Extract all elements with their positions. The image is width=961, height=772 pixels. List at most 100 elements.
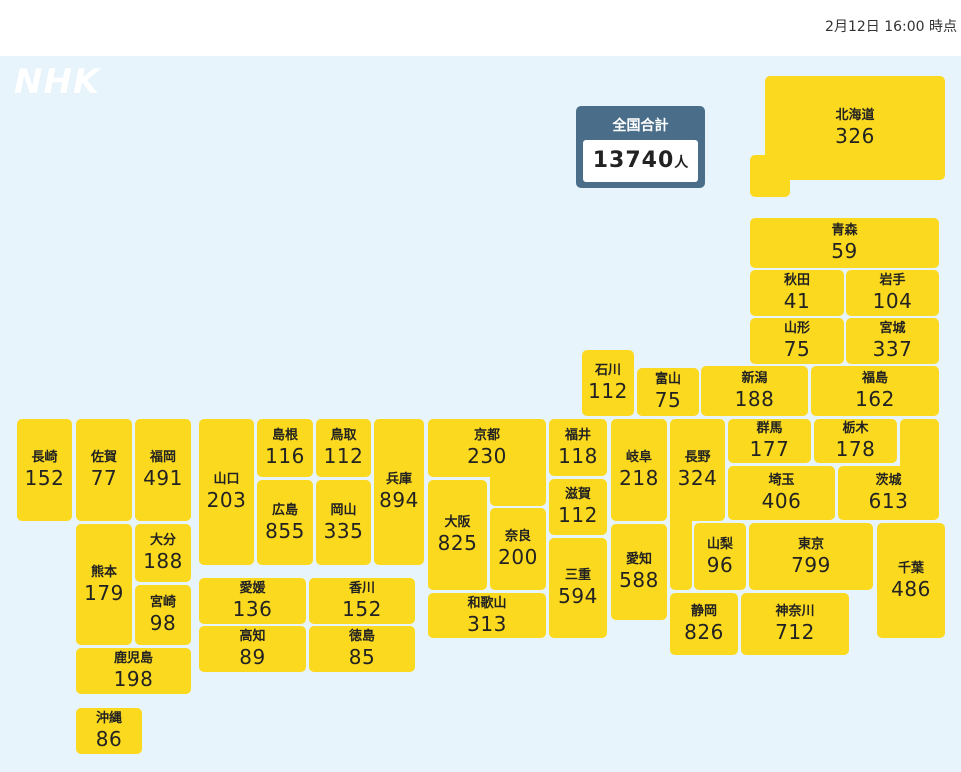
pref-hiroshima[interactable]: 広島 855 bbox=[257, 480, 313, 565]
pref-value: 75 bbox=[654, 388, 682, 412]
pref-saga[interactable]: 佐賀 77 bbox=[76, 419, 132, 521]
pref-value: 825 bbox=[437, 531, 478, 555]
pref-hokkaido[interactable]: 北海道 326 bbox=[765, 76, 945, 180]
pref-chiba[interactable]: 千葉 486 bbox=[877, 523, 945, 638]
pref-fukuoka[interactable]: 福岡 491 bbox=[135, 419, 191, 521]
pref-yamagata[interactable]: 山形 75 bbox=[750, 318, 844, 364]
pref-ibaraki[interactable]: 茨城 613 bbox=[838, 466, 939, 520]
pref-name: 三重 bbox=[564, 568, 591, 583]
pref-name: 滋賀 bbox=[564, 487, 591, 502]
update-timestamp: 2月12日 16:00 時点 bbox=[825, 19, 957, 35]
pref-value: 116 bbox=[265, 444, 305, 468]
pref-value: 77 bbox=[90, 466, 118, 490]
pref-gifu[interactable]: 岐阜 218 bbox=[611, 419, 667, 521]
pref-tokushima[interactable]: 徳島 85 bbox=[309, 626, 415, 672]
pref-okayama[interactable]: 岡山 335 bbox=[316, 480, 371, 565]
pref-gunma[interactable]: 群馬 177 bbox=[728, 419, 811, 463]
pref-mie[interactable]: 三重 594 bbox=[549, 538, 607, 638]
pref-name: 熊本 bbox=[90, 564, 117, 580]
pref-name: 徳島 bbox=[348, 629, 375, 644]
pref-value: 177 bbox=[749, 437, 790, 461]
pref-value: 136 bbox=[232, 597, 273, 621]
pref-name: 兵庫 bbox=[385, 472, 412, 487]
pref-name: 福井 bbox=[564, 427, 591, 443]
pref-akita[interactable]: 秋田 41 bbox=[750, 270, 844, 316]
pref-value: 188 bbox=[734, 387, 775, 411]
pref-fukushima[interactable]: 福島 162 bbox=[811, 366, 939, 416]
pref-value: 112 bbox=[558, 503, 598, 527]
pref-aomori[interactable]: 青森 59 bbox=[750, 218, 939, 268]
pref-fukui[interactable]: 福井 118 bbox=[549, 419, 607, 476]
pref-value: 203 bbox=[206, 488, 247, 512]
pref-nagasaki[interactable]: 長崎 152 bbox=[17, 419, 72, 521]
pref-value: 712 bbox=[775, 620, 815, 644]
pref-shimane[interactable]: 島根 116 bbox=[257, 419, 313, 477]
pref-name: 奈良 bbox=[504, 529, 531, 544]
pref-hyogo[interactable]: 兵庫 894 bbox=[374, 419, 424, 565]
pref-name: 東京 bbox=[797, 536, 824, 552]
pref-osaka[interactable]: 大阪 825 bbox=[428, 480, 487, 590]
pref-aichi[interactable]: 愛知 588 bbox=[611, 524, 667, 620]
national-total-unit: 人 bbox=[674, 155, 689, 171]
pref-yamaguchi[interactable]: 山口 203 bbox=[199, 419, 254, 565]
pref-iwate[interactable]: 岩手 104 bbox=[846, 270, 939, 316]
pref-value: 594 bbox=[558, 584, 598, 608]
pref-value: 313 bbox=[467, 611, 507, 636]
pref-name: 岩手 bbox=[879, 273, 906, 288]
pref-value: 613 bbox=[868, 489, 909, 513]
pref-shiga[interactable]: 滋賀 112 bbox=[549, 479, 607, 535]
pref-ishikawa[interactable]: 石川 112 bbox=[582, 350, 634, 416]
pref-toyama[interactable]: 富山 75 bbox=[637, 368, 699, 416]
pref-name: 静岡 bbox=[690, 604, 717, 619]
pref-yamanashi[interactable]: 山梨 96 bbox=[694, 523, 746, 590]
pref-value: 491 bbox=[143, 466, 183, 490]
pref-ehime[interactable]: 愛媛 136 bbox=[199, 578, 306, 624]
pref-kagawa[interactable]: 香川 152 bbox=[309, 578, 415, 624]
pref-wakayama[interactable]: 和歌山 313 bbox=[428, 593, 546, 638]
pref-okinawa[interactable]: 沖縄 86 bbox=[76, 708, 142, 754]
pref-miyazaki[interactable]: 宮崎 98 bbox=[135, 585, 191, 645]
pref-value: 152 bbox=[342, 597, 382, 621]
pref-value: 152 bbox=[24, 466, 65, 490]
national-total-value: 13740 bbox=[592, 148, 675, 173]
pref-kyoto[interactable]: 京都 230 bbox=[428, 419, 546, 477]
pref-value: 112 bbox=[323, 444, 364, 468]
pref-name: 埼玉 bbox=[768, 473, 795, 488]
pref-tochigi[interactable]: 栃木 178 bbox=[814, 419, 897, 463]
pref-name: 大阪 bbox=[444, 515, 471, 530]
pref-name: 長野 bbox=[684, 450, 711, 465]
pref-kumamoto[interactable]: 熊本 179 bbox=[76, 524, 132, 645]
pref-value: 486 bbox=[891, 576, 931, 601]
pref-nara[interactable]: 奈良 200 bbox=[490, 508, 546, 590]
pref-value: 337 bbox=[872, 337, 913, 361]
pref-name: 富山 bbox=[654, 372, 681, 387]
pref-niigata[interactable]: 新潟 188 bbox=[701, 366, 808, 416]
pref-kochi[interactable]: 高知 89 bbox=[199, 626, 306, 672]
pref-name: 新潟 bbox=[741, 371, 768, 386]
pref-value: 178 bbox=[835, 437, 876, 461]
pref-name: 鹿児島 bbox=[113, 651, 153, 666]
pref-name: 山形 bbox=[783, 321, 810, 336]
pref-miyagi[interactable]: 宮城 337 bbox=[846, 318, 939, 364]
pref-name: 長崎 bbox=[31, 450, 58, 465]
pref-saitama[interactable]: 埼玉 406 bbox=[728, 466, 835, 520]
pref-kagoshima[interactable]: 鹿児島 198 bbox=[76, 648, 191, 694]
pref-value: 230 bbox=[467, 444, 507, 468]
pref-kanagawa[interactable]: 神奈川 712 bbox=[741, 593, 849, 655]
pref-name: 福岡 bbox=[149, 450, 176, 465]
pref-value: 335 bbox=[323, 518, 364, 543]
pref-value: 59 bbox=[831, 239, 858, 263]
pref-tottori[interactable]: 鳥取 112 bbox=[316, 419, 371, 477]
pref-name: 北海道 bbox=[835, 108, 875, 123]
pref-oita[interactable]: 大分 188 bbox=[135, 524, 191, 582]
pref-tokyo[interactable]: 東京 799 bbox=[749, 523, 873, 590]
pref-name: 神奈川 bbox=[775, 604, 815, 619]
pref-shizuoka[interactable]: 静岡 826 bbox=[670, 593, 738, 655]
nhk-logo: NHK bbox=[14, 62, 101, 102]
pref-value: 588 bbox=[619, 568, 659, 592]
pref-value: 406 bbox=[761, 489, 802, 513]
pref-value: 324 bbox=[677, 466, 718, 490]
pref-value: 86 bbox=[95, 727, 123, 751]
national-total-label: 全国合計 bbox=[612, 118, 669, 134]
pref-name: 岐阜 bbox=[625, 450, 652, 465]
